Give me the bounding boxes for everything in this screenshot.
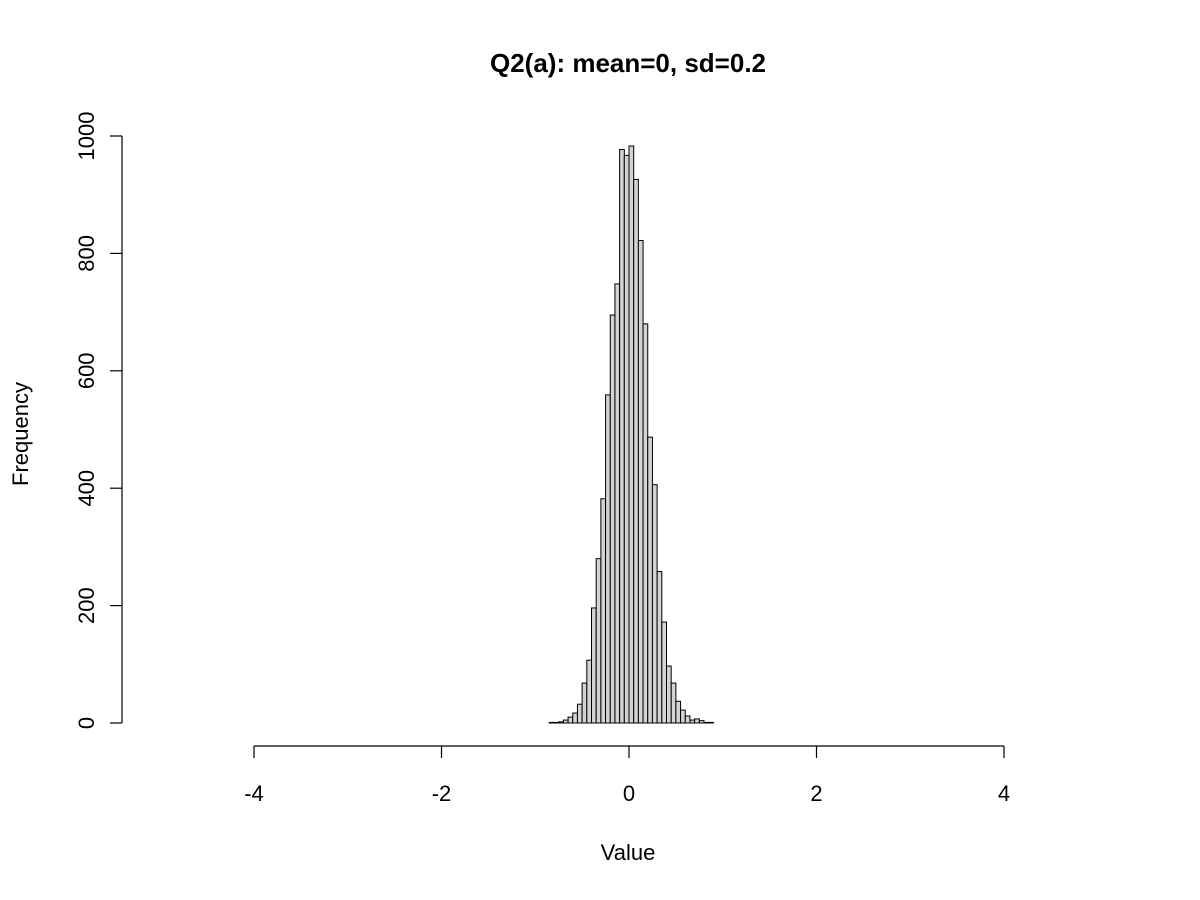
histogram-bar [595,558,602,724]
histogram-bar [637,239,644,724]
x-axis-ticks: -4 -2 0 2 4 [244,746,1010,806]
histogram-bar [614,283,621,724]
histogram-bar [548,721,555,724]
histogram-bar [698,720,705,724]
histogram-bar [642,323,649,724]
histogram-bar [586,659,592,724]
histogram-bar [562,719,569,724]
histogram-bars [548,145,714,724]
histogram-bar [553,721,560,724]
chart-title: Q2(a): mean=0, sd=0.2 [490,48,766,78]
histogram-bar [623,154,630,724]
y-tick-label: 600 [74,352,99,389]
histogram-bar [689,719,696,724]
x-tick-label: 4 [998,781,1010,806]
histogram-bar [656,571,663,724]
histogram-bar [628,145,635,724]
histogram-bar [609,314,616,724]
histogram-bar [605,394,611,724]
y-tick-label: 800 [74,235,99,272]
histogram-bar [708,721,714,724]
histogram-bar [619,149,625,724]
histogram-bar [576,703,583,724]
histogram-bar [684,715,691,724]
histogram-bar [670,682,677,724]
histogram-bar [666,665,672,724]
y-tick-label: 0 [74,717,99,729]
histogram-bar [600,498,607,724]
histogram-bar [633,178,639,724]
y-tick-label: 1000 [74,112,99,161]
histogram-bar [703,721,710,724]
histogram-bar [591,607,597,724]
y-axis-title: Frequency [8,382,33,486]
histogram-bar [647,436,653,724]
histogram-bar [558,721,564,724]
x-tick-label: -4 [244,781,264,806]
histogram-bar [572,712,578,724]
histogram-bar [675,700,682,724]
x-axis-title: Value [601,840,656,865]
histogram-bar [581,682,588,724]
x-tick-label: 2 [810,781,822,806]
x-tick-label: -2 [432,781,452,806]
histogram-bar [661,621,667,724]
y-tick-label: 200 [74,587,99,624]
x-tick-label: 0 [623,781,635,806]
histogram-bar [567,716,574,724]
y-tick-label: 400 [74,470,99,507]
histogram-bar [680,709,686,724]
y-axis-ticks: 0 200 400 600 800 1000 [74,112,122,729]
histogram-bar [694,718,700,724]
histogram-bar [651,484,658,724]
